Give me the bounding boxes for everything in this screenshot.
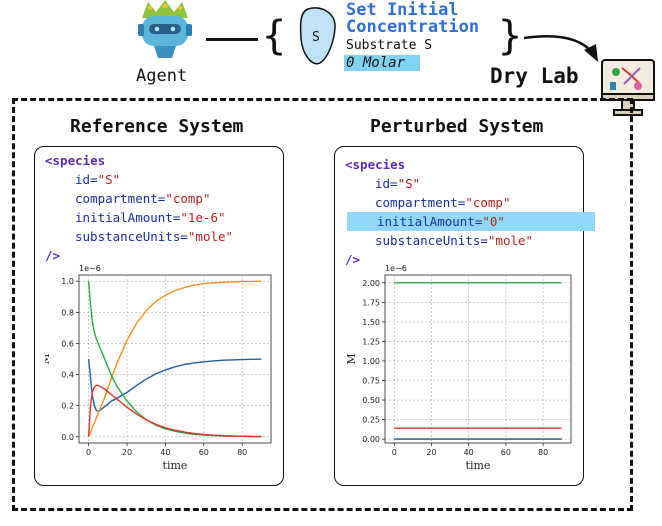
plot-area [384,274,572,444]
y-tick-label: 0.6 [61,339,74,348]
series-line [87,384,262,438]
action-value: 0 Molar [344,55,420,71]
code-close: /> [345,252,361,267]
action-title-line1: Set Initial [346,0,459,20]
code-init-val: "1e-6" [180,210,226,225]
curved-arrow [523,35,598,62]
reference-title: Reference System [70,116,244,137]
y-tick-label: 0.8 [61,308,74,317]
agent-label: Agent [136,66,188,86]
offset-text: 1e−6 [79,265,101,273]
code-comp-val: "comp" [465,195,511,210]
code-close: /> [45,248,61,263]
x-tick-label: 60 [501,448,511,457]
y-tick-label: 1.75 [362,298,380,307]
connector-line [206,38,258,41]
y-tick-label: 0.25 [362,416,380,425]
series-line [87,280,262,438]
perturbed-panel: <species id="S" compartment="comp" initi… [334,146,595,486]
action-title-line2: Concentration [346,17,480,37]
reference-chart: 0 20 40 60 80 0.0 0.2 0.4 0.6 0.8 1.0 1e−6 time M [45,265,272,472]
y-axis-label: M [45,353,52,364]
x-tick-label: 80 [538,448,548,457]
species-blob-icon [299,7,336,65]
reference-code: <species id="S" compartment="comp" initi… [45,151,233,265]
x-axis-label: time [466,459,491,472]
agent-avatar [136,0,194,62]
x-tick-label: 60 [199,448,209,457]
y-tick-label: 0.00 [362,435,380,444]
x-tick-label: 80 [237,448,247,457]
robot-icon [138,0,192,58]
y-tick-label: 0.50 [362,396,380,405]
dry-lab-label: Dry Lab [490,64,579,88]
x-tick-label: 20 [426,448,436,457]
code-units-attr: substanceUnits= [75,229,188,244]
x-tick-label: 20 [122,448,132,457]
highlighted-line: initialAmount="0" [347,212,595,231]
perturbed-code: <species id="S" compartment="comp" initi… [345,155,595,269]
y-axis-label: M [345,353,358,364]
x-tick-label: 0 [86,448,91,457]
code-id-val: "S" [397,176,421,191]
code-id-attr: id= [375,176,398,191]
y-tick-label: 1.00 [362,357,380,366]
code-open: <species [345,157,406,172]
code-comp-attr: compartment= [75,191,166,206]
perturbed-title: Perturbed System [370,116,544,137]
x-tick-label: 0 [392,448,397,457]
species-symbol: S [312,30,320,45]
action-target: Substrate S [346,38,433,53]
y-tick-label: 0.4 [61,371,74,380]
y-tick-label: 1.50 [362,318,380,327]
y-tick-label: 1.0 [61,277,74,286]
y-tick-label: 0.75 [362,376,380,385]
code-comp-attr: compartment= [375,195,466,210]
right-brace: } [498,13,523,59]
y-tick-label: 1.25 [362,337,380,346]
left-brace: { [262,13,287,59]
code-comp-val: "comp" [165,191,211,206]
perturbed-chart: 0 20 40 60 80 0.00 0.25 0.50 0.75 1.00 1.25 1.50 1.7… [345,264,572,472]
y-tick-label: 2.00 [362,279,380,288]
x-tick-label: 40 [464,448,474,457]
dry-lab-frame [12,98,633,511]
x-tick-label: 40 [160,448,170,457]
code-init-attr: initialAmount= [377,214,483,229]
code-units-val: "mole" [487,233,534,248]
offset-text: 1e−6 [385,264,407,273]
code-id-attr: id= [75,172,98,187]
code-id-val: "S" [97,172,121,187]
code-units-attr: substanceUnits= [375,233,488,248]
code-open: <species [45,153,106,168]
x-axis-label: time [163,459,188,472]
code-units-val: "mole" [187,229,234,244]
y-tick-label: 0.0 [61,433,74,442]
y-tick-label: 0.2 [61,402,74,411]
species-blob: S [298,6,338,66]
code-init-attr: initialAmount= [75,210,181,225]
reference-panel: <species id="S" compartment="comp" initi… [34,146,284,486]
code-init-val: "0" [482,214,505,229]
series-line [87,358,262,412]
